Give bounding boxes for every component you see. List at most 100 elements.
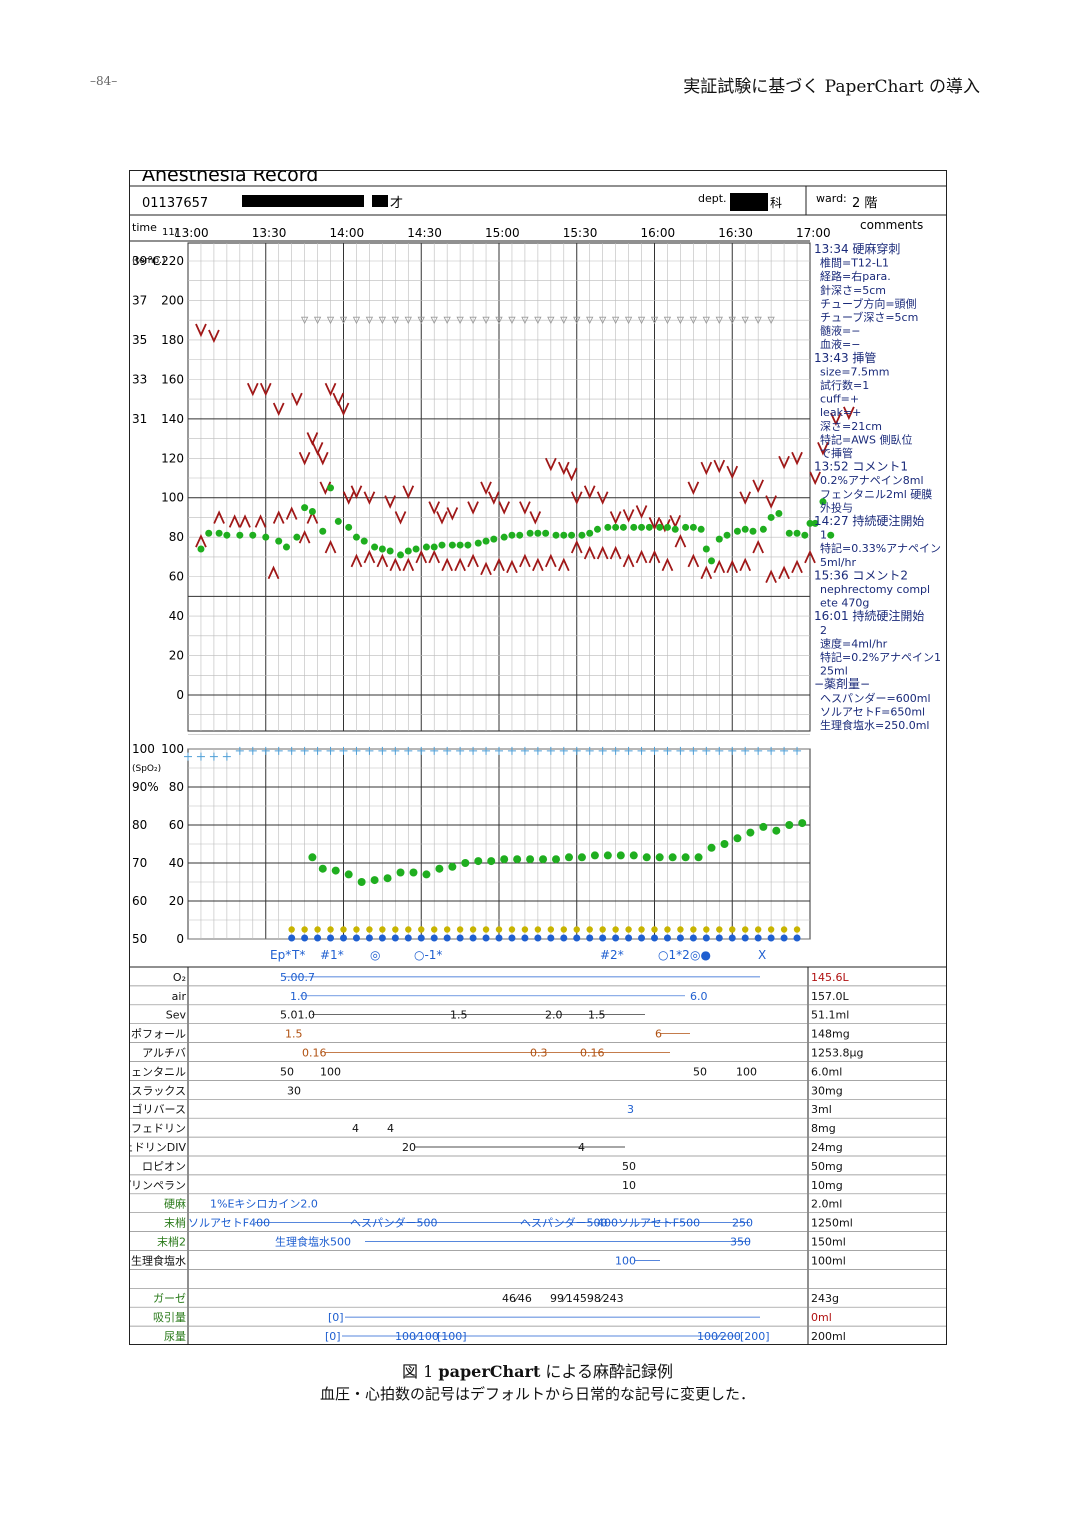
- ventilation-triangle: [624, 316, 633, 325]
- dbp-mark: [778, 565, 790, 580]
- spo2-cross: [326, 746, 335, 755]
- dbp-mark: [609, 545, 622, 560]
- bottom-blue-dot: [793, 934, 801, 942]
- table-row-total: 1250ml: [811, 1217, 853, 1230]
- chart-axis-labels: (temp.)39℃373533312202001801601401201008…: [132, 254, 184, 946]
- spo2-panel-dot: [383, 874, 392, 883]
- spo2-right-tick: 60: [169, 818, 184, 832]
- spo2-cross: [520, 746, 529, 755]
- dbp-mark: [700, 565, 713, 580]
- dose-value: 50: [280, 1065, 294, 1078]
- sbp-mark: [635, 505, 648, 519]
- hr-dot: [749, 527, 757, 535]
- comment-line: ヘスパンダー=600ml: [820, 691, 931, 705]
- bottom-blue-dot: [495, 934, 503, 942]
- comment-line: 血液=−: [820, 337, 860, 351]
- dbp-mark: [195, 533, 207, 548]
- spo2-cross: [495, 746, 503, 755]
- ward-label: ward:: [816, 192, 847, 205]
- time-label: 16:00: [641, 226, 676, 240]
- bottom-blue-dot: [663, 934, 671, 942]
- comment-line: 外投与: [820, 500, 853, 514]
- sbp-mark: [519, 501, 531, 515]
- ventilation-triangle: [702, 316, 710, 325]
- vital-tick: 160: [161, 372, 184, 386]
- dose-value: 0.16: [302, 1047, 327, 1060]
- comment-line: 深さ=21cm: [820, 420, 882, 433]
- hr-dot: [500, 533, 508, 541]
- dose-value: ヘスパンダー500: [520, 1216, 608, 1230]
- table-row-name: エフェドリンDIV: [130, 1141, 186, 1154]
- comment-line: 特記=AWS 側臥位: [820, 432, 913, 446]
- bottom-blue-dot: [534, 934, 542, 942]
- sbp-mark: [384, 495, 396, 509]
- sbp-mark: [570, 491, 583, 505]
- spo2-cross: [365, 746, 374, 755]
- hr-dot: [702, 545, 710, 553]
- dbp-mark: [635, 549, 648, 564]
- table-row-name: 生理食塩水: [131, 1253, 186, 1267]
- comment-line: 特記=0.2%アナペイン1: [820, 650, 941, 664]
- table-row-name: ロピオン: [142, 1160, 186, 1173]
- bottom-blue-dot: [767, 934, 775, 942]
- spo2-cross: [482, 746, 491, 755]
- bottom-blue-dot: [599, 934, 607, 942]
- comment-line: 針深さ=5cm: [820, 283, 886, 297]
- bottom-blue-dot: [728, 934, 736, 942]
- ventilation-triangle: [339, 316, 348, 325]
- table-row-total: 6.0ml: [811, 1065, 842, 1078]
- dose-value: 250: [732, 1217, 753, 1230]
- spo2-cross: [313, 746, 322, 755]
- hr-dot: [422, 543, 430, 551]
- redacted-dept-box: [730, 193, 768, 211]
- table-row-name: エフェドリン: [130, 1122, 186, 1135]
- event-mark: #1*: [320, 948, 344, 962]
- spo2-panel-dot: [668, 853, 677, 862]
- figure-caption: 図 1 paperChart による麻酔記録例: [0, 1358, 1075, 1382]
- hr-dot: [708, 557, 716, 565]
- ventilation-triangle: [547, 316, 555, 325]
- dept-label: dept.: [698, 192, 727, 205]
- spo2-panel-dot: [318, 864, 327, 873]
- bottom-blue-dot: [625, 934, 633, 942]
- hr-dot: [448, 541, 456, 549]
- bottom-blue-dot: [612, 934, 620, 942]
- sbp-mark: [208, 329, 220, 344]
- comment-line: 椎間=T12-L1: [820, 256, 889, 270]
- caption-rest: による麻酔記録例: [545, 1362, 673, 1381]
- hr-dot: [560, 531, 568, 539]
- sbp-mark: [394, 511, 407, 525]
- chart-grids: [187, 242, 811, 940]
- hr-dot: [785, 529, 793, 537]
- bottom-yellow-dot: [742, 926, 749, 933]
- dbp-mark: [389, 557, 402, 572]
- sbp-mark: [402, 485, 415, 499]
- comment-line: 5ml/hr: [820, 556, 856, 569]
- dose-value: 1%Eキシロカイン2.0: [210, 1198, 318, 1211]
- spo2-cross: [611, 746, 620, 755]
- comment-line: 16:01 持続硬注開始: [814, 608, 924, 623]
- bottom-yellow-dot: [625, 926, 632, 933]
- event-mark: ◎●: [690, 948, 711, 962]
- spo2-cross: [663, 746, 672, 755]
- dbp-mark: [467, 553, 479, 568]
- spo2-panel-dot: [798, 819, 807, 828]
- time-label: 13:00: [174, 226, 209, 240]
- bottom-blue-dot: [301, 934, 309, 942]
- vital-tick: 120: [161, 451, 184, 465]
- caption-bold: paperChart: [438, 1362, 541, 1381]
- dbp-mark: [622, 553, 635, 568]
- hr-dot: [715, 535, 723, 543]
- dose-value: 生理食塩水500: [275, 1235, 351, 1249]
- bottom-yellow-dot: [469, 926, 477, 933]
- dbp-mark: [713, 559, 726, 574]
- hr-dot: [671, 525, 679, 533]
- ventilation-triangle: [469, 316, 477, 325]
- sbp-mark: [324, 382, 337, 397]
- hr-dot: [282, 543, 290, 551]
- spo2-tick: 70: [132, 856, 147, 870]
- comment-line: フェンタニル2ml 硬膜: [820, 488, 932, 501]
- dose-value: 0.3: [530, 1047, 548, 1060]
- ventilation-triangle: [300, 316, 309, 325]
- hr-dot: [490, 535, 498, 543]
